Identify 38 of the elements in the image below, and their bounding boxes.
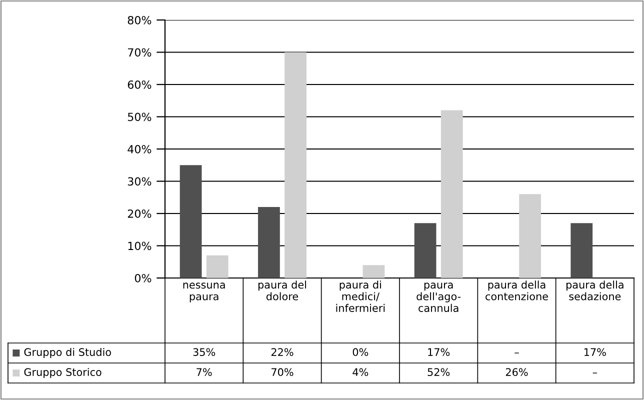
data-label: 0% <box>352 348 368 356</box>
y-tick-label: 30% <box>128 177 152 186</box>
data-label: 52% <box>428 368 450 376</box>
bar <box>180 165 202 278</box>
bar <box>519 194 541 278</box>
data-label: 70% <box>272 368 294 376</box>
data-label: 7% <box>196 368 212 376</box>
bar <box>206 255 228 278</box>
bar <box>284 52 306 278</box>
y-tick-label: 20% <box>128 209 152 218</box>
y-tick-label: 80% <box>128 16 152 24</box>
y-tick-label: 50% <box>128 112 152 122</box>
text: – <box>514 352 519 354</box>
bar <box>440 110 463 278</box>
y-tick-label: 70% <box>128 48 152 57</box>
x-tick-label: nessuna paura <box>183 282 225 302</box>
data-label: 22% <box>271 348 294 356</box>
y-tick-label: 10% <box>128 242 152 250</box>
bar <box>362 265 385 278</box>
data-label: 26% <box>506 368 528 376</box>
x-tick-label: paura dell'ago- cannula <box>416 282 461 312</box>
x-tick-label: paura del dolore <box>258 280 306 300</box>
y-tick-label: 40% <box>128 144 152 154</box>
y-tick-label: 60% <box>128 80 152 89</box>
bar <box>258 207 280 278</box>
bar <box>570 223 593 278</box>
y-tick-label: 0% <box>134 274 152 282</box>
legend-label: Gruppo di Studio <box>24 348 111 358</box>
data-label: 4% <box>352 368 368 376</box>
x-tick-label: paura della contenzione <box>486 280 548 300</box>
data-label: 35% <box>193 348 216 356</box>
x-tick-label: paura della sedazione <box>566 280 624 300</box>
data-label: 17% <box>428 348 450 356</box>
x-tick-label: paura di medici/ infermieri <box>336 280 385 312</box>
text: – <box>592 372 598 374</box>
data-label: 17% <box>584 348 606 356</box>
legend-label: Gruppo Storico <box>24 368 102 378</box>
bar <box>414 223 436 278</box>
